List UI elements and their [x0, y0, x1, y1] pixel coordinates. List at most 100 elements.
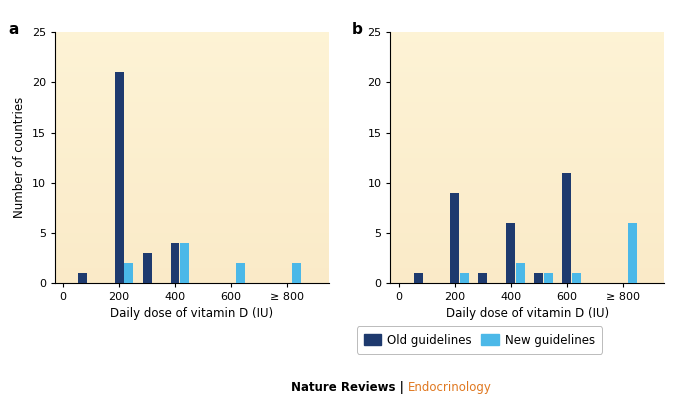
Bar: [125, 263, 134, 283]
Bar: [506, 223, 515, 283]
Y-axis label: Number of countries: Number of countries: [13, 97, 26, 218]
Bar: [390, 37, 664, 42]
Bar: [55, 273, 329, 278]
Bar: [390, 147, 664, 153]
Bar: [478, 273, 487, 283]
Bar: [390, 97, 664, 103]
Bar: [390, 168, 664, 173]
Bar: [390, 72, 664, 78]
Bar: [390, 143, 664, 147]
Bar: [55, 62, 329, 67]
Bar: [55, 228, 329, 233]
Bar: [55, 268, 329, 273]
Bar: [55, 82, 329, 87]
Bar: [390, 47, 664, 53]
Bar: [390, 208, 664, 213]
Bar: [390, 67, 664, 72]
Bar: [55, 238, 329, 243]
Bar: [55, 122, 329, 128]
Bar: [390, 93, 664, 97]
Bar: [55, 218, 329, 223]
Bar: [55, 153, 329, 158]
Bar: [390, 82, 664, 87]
Bar: [390, 137, 664, 143]
Bar: [55, 147, 329, 153]
Bar: [390, 42, 664, 47]
Bar: [390, 118, 664, 122]
Bar: [390, 183, 664, 187]
Bar: [55, 203, 329, 208]
Bar: [414, 273, 423, 283]
Bar: [390, 243, 664, 248]
Bar: [390, 253, 664, 258]
Bar: [450, 193, 459, 283]
Bar: [390, 273, 664, 278]
Bar: [390, 233, 664, 238]
Bar: [55, 53, 329, 57]
Bar: [55, 168, 329, 173]
Bar: [390, 107, 664, 112]
Bar: [516, 263, 525, 283]
Bar: [55, 47, 329, 53]
Bar: [460, 273, 469, 283]
Bar: [390, 258, 664, 263]
Bar: [390, 263, 664, 268]
Bar: [114, 72, 123, 283]
Bar: [171, 243, 179, 283]
Bar: [390, 87, 664, 93]
Bar: [55, 118, 329, 122]
Bar: [390, 62, 664, 67]
Bar: [55, 72, 329, 78]
Bar: [55, 112, 329, 118]
Bar: [390, 223, 664, 228]
Bar: [55, 198, 329, 203]
Bar: [292, 263, 301, 283]
Bar: [390, 173, 664, 178]
Bar: [390, 57, 664, 62]
Bar: [55, 32, 329, 37]
Bar: [390, 158, 664, 162]
X-axis label: Daily dose of vitamin D (IU): Daily dose of vitamin D (IU): [446, 307, 609, 320]
Bar: [55, 107, 329, 112]
Bar: [55, 223, 329, 228]
Bar: [390, 32, 664, 37]
Bar: [390, 213, 664, 218]
Bar: [55, 93, 329, 97]
Bar: [390, 133, 664, 137]
Bar: [55, 137, 329, 143]
Bar: [390, 187, 664, 193]
Bar: [55, 158, 329, 162]
Bar: [55, 128, 329, 133]
Text: a: a: [8, 22, 18, 37]
Bar: [55, 67, 329, 72]
Bar: [55, 243, 329, 248]
Bar: [55, 187, 329, 193]
Bar: [236, 263, 245, 283]
Bar: [390, 78, 664, 82]
Bar: [55, 173, 329, 178]
Bar: [55, 183, 329, 187]
Bar: [390, 153, 664, 158]
Bar: [390, 112, 664, 118]
Bar: [390, 128, 664, 133]
Bar: [55, 248, 329, 253]
Bar: [142, 253, 151, 283]
Bar: [55, 162, 329, 168]
Bar: [180, 243, 189, 283]
Bar: [390, 193, 664, 198]
Bar: [55, 97, 329, 103]
Bar: [55, 278, 329, 283]
Bar: [390, 278, 664, 283]
Legend: Old guidelines, New guidelines: Old guidelines, New guidelines: [357, 326, 602, 354]
Bar: [390, 228, 664, 233]
Bar: [55, 78, 329, 82]
Bar: [544, 273, 553, 283]
Bar: [55, 233, 329, 238]
Bar: [55, 37, 329, 42]
Bar: [55, 42, 329, 47]
Bar: [55, 87, 329, 93]
Bar: [55, 263, 329, 268]
X-axis label: Daily dose of vitamin D (IU): Daily dose of vitamin D (IU): [110, 307, 273, 320]
Bar: [390, 198, 664, 203]
Bar: [55, 193, 329, 198]
